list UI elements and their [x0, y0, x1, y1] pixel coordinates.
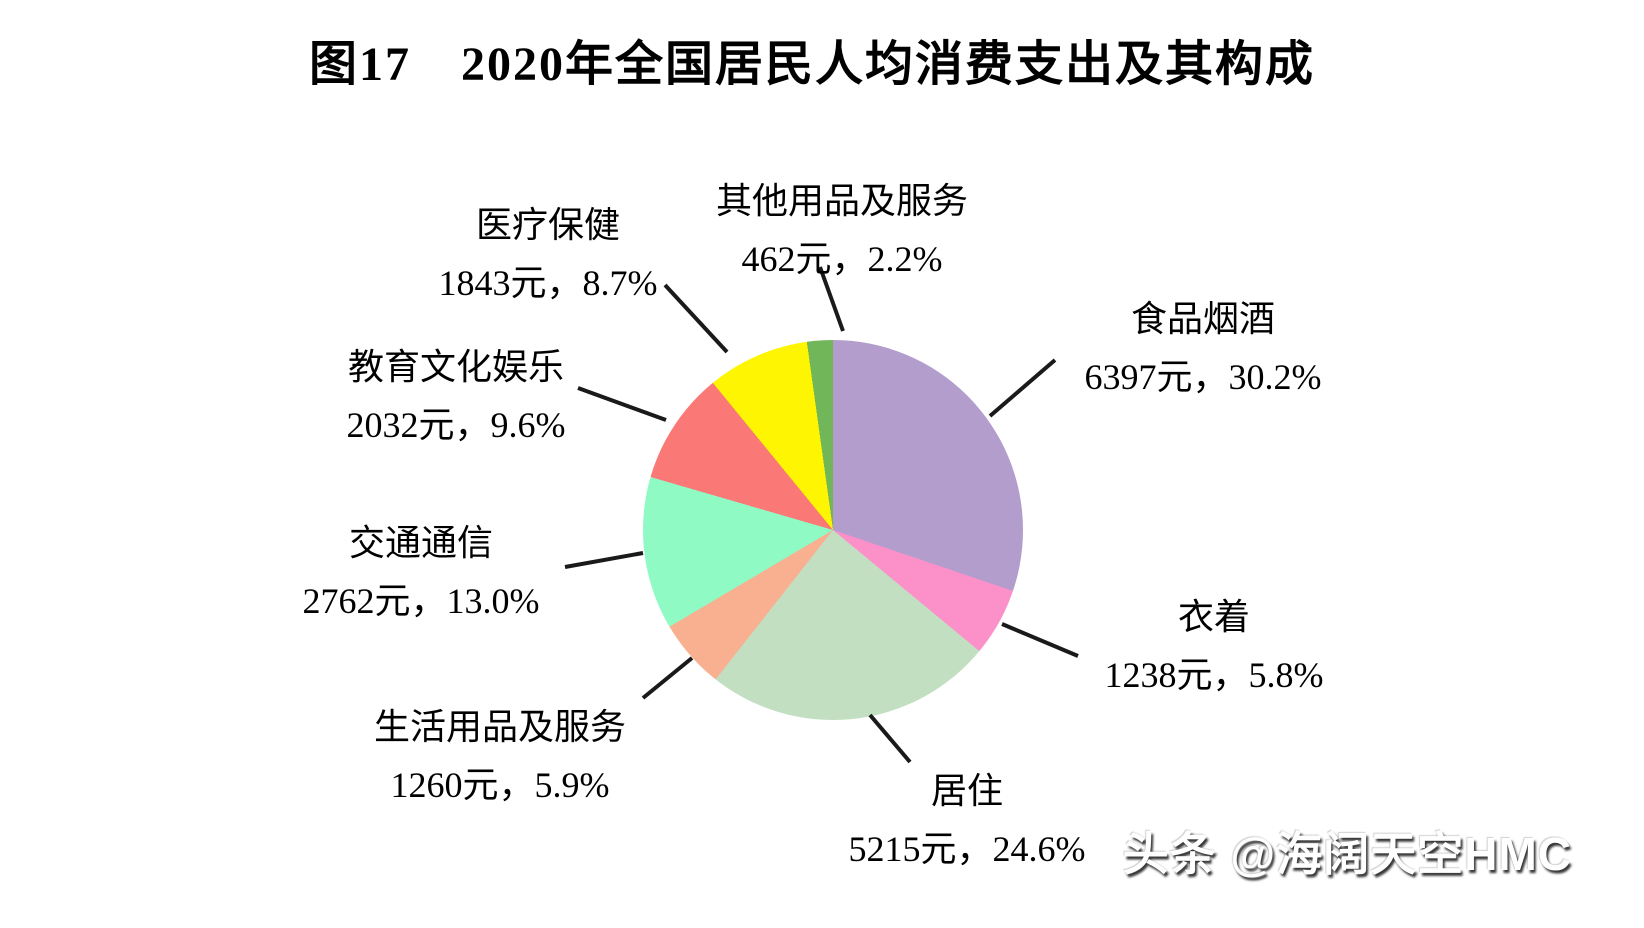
slice-name: 医疗保健: [475, 205, 620, 245]
slice-label-food: 食品烟酒 6397元，30.2%: [1085, 290, 1322, 406]
slice-label-education: 教育文化娱乐 2032元，9.6%: [347, 338, 566, 454]
slice-label-medical: 医疗保健 1843元，8.7%: [439, 196, 658, 312]
slice-value: 2032元，9.6%: [346, 405, 566, 445]
slice-name: 居住: [930, 771, 1003, 811]
slice-value: 1843元，8.7%: [438, 263, 658, 303]
slice-value: 1260元，5.9%: [390, 765, 610, 805]
slice-name: 其他用品及服务: [715, 181, 969, 221]
watermark: 头条 @海阔天空HMC: [1122, 828, 1572, 880]
slice-label-clothing: 衣着 1238元，5.8%: [1105, 588, 1324, 704]
slice-name: 交通通信: [348, 523, 493, 563]
slice-name: 衣着: [1177, 597, 1250, 637]
slice-value: 2762元，13.0%: [302, 581, 540, 621]
slice-value: 6397元，30.2%: [1084, 357, 1322, 397]
leader-line-medical: [663, 283, 729, 354]
slice-value: 5215元，24.6%: [848, 829, 1086, 869]
leader-line-food: [988, 358, 1057, 418]
slice-label-transport: 交通通信 2762元，13.0%: [303, 514, 540, 630]
chart-title: 图17 2020年全国居民人均消费支出及其构成: [308, 38, 1316, 91]
pie-chart: [643, 340, 1023, 720]
slice-label-household: 生活用品及服务 1260元，5.9%: [374, 698, 626, 814]
slice-name: 教育文化娱乐: [347, 347, 564, 387]
slice-value: 1238元，5.8%: [1104, 655, 1324, 695]
leader-line-household: [641, 656, 694, 700]
leader-line-transport: [564, 551, 644, 569]
slice-value: 462元，2.2%: [741, 239, 943, 279]
slice-name: 生活用品及服务: [373, 707, 627, 747]
leader-line-education: [577, 386, 667, 422]
slice-label-other: 其他用品及服务 462元，2.2%: [716, 172, 968, 288]
leader-line-housing: [868, 713, 912, 764]
leader-line-clothing: [1001, 622, 1079, 658]
slice-label-housing: 居住 5215元，24.6%: [849, 762, 1086, 878]
slice-name: 食品烟酒: [1130, 299, 1275, 339]
